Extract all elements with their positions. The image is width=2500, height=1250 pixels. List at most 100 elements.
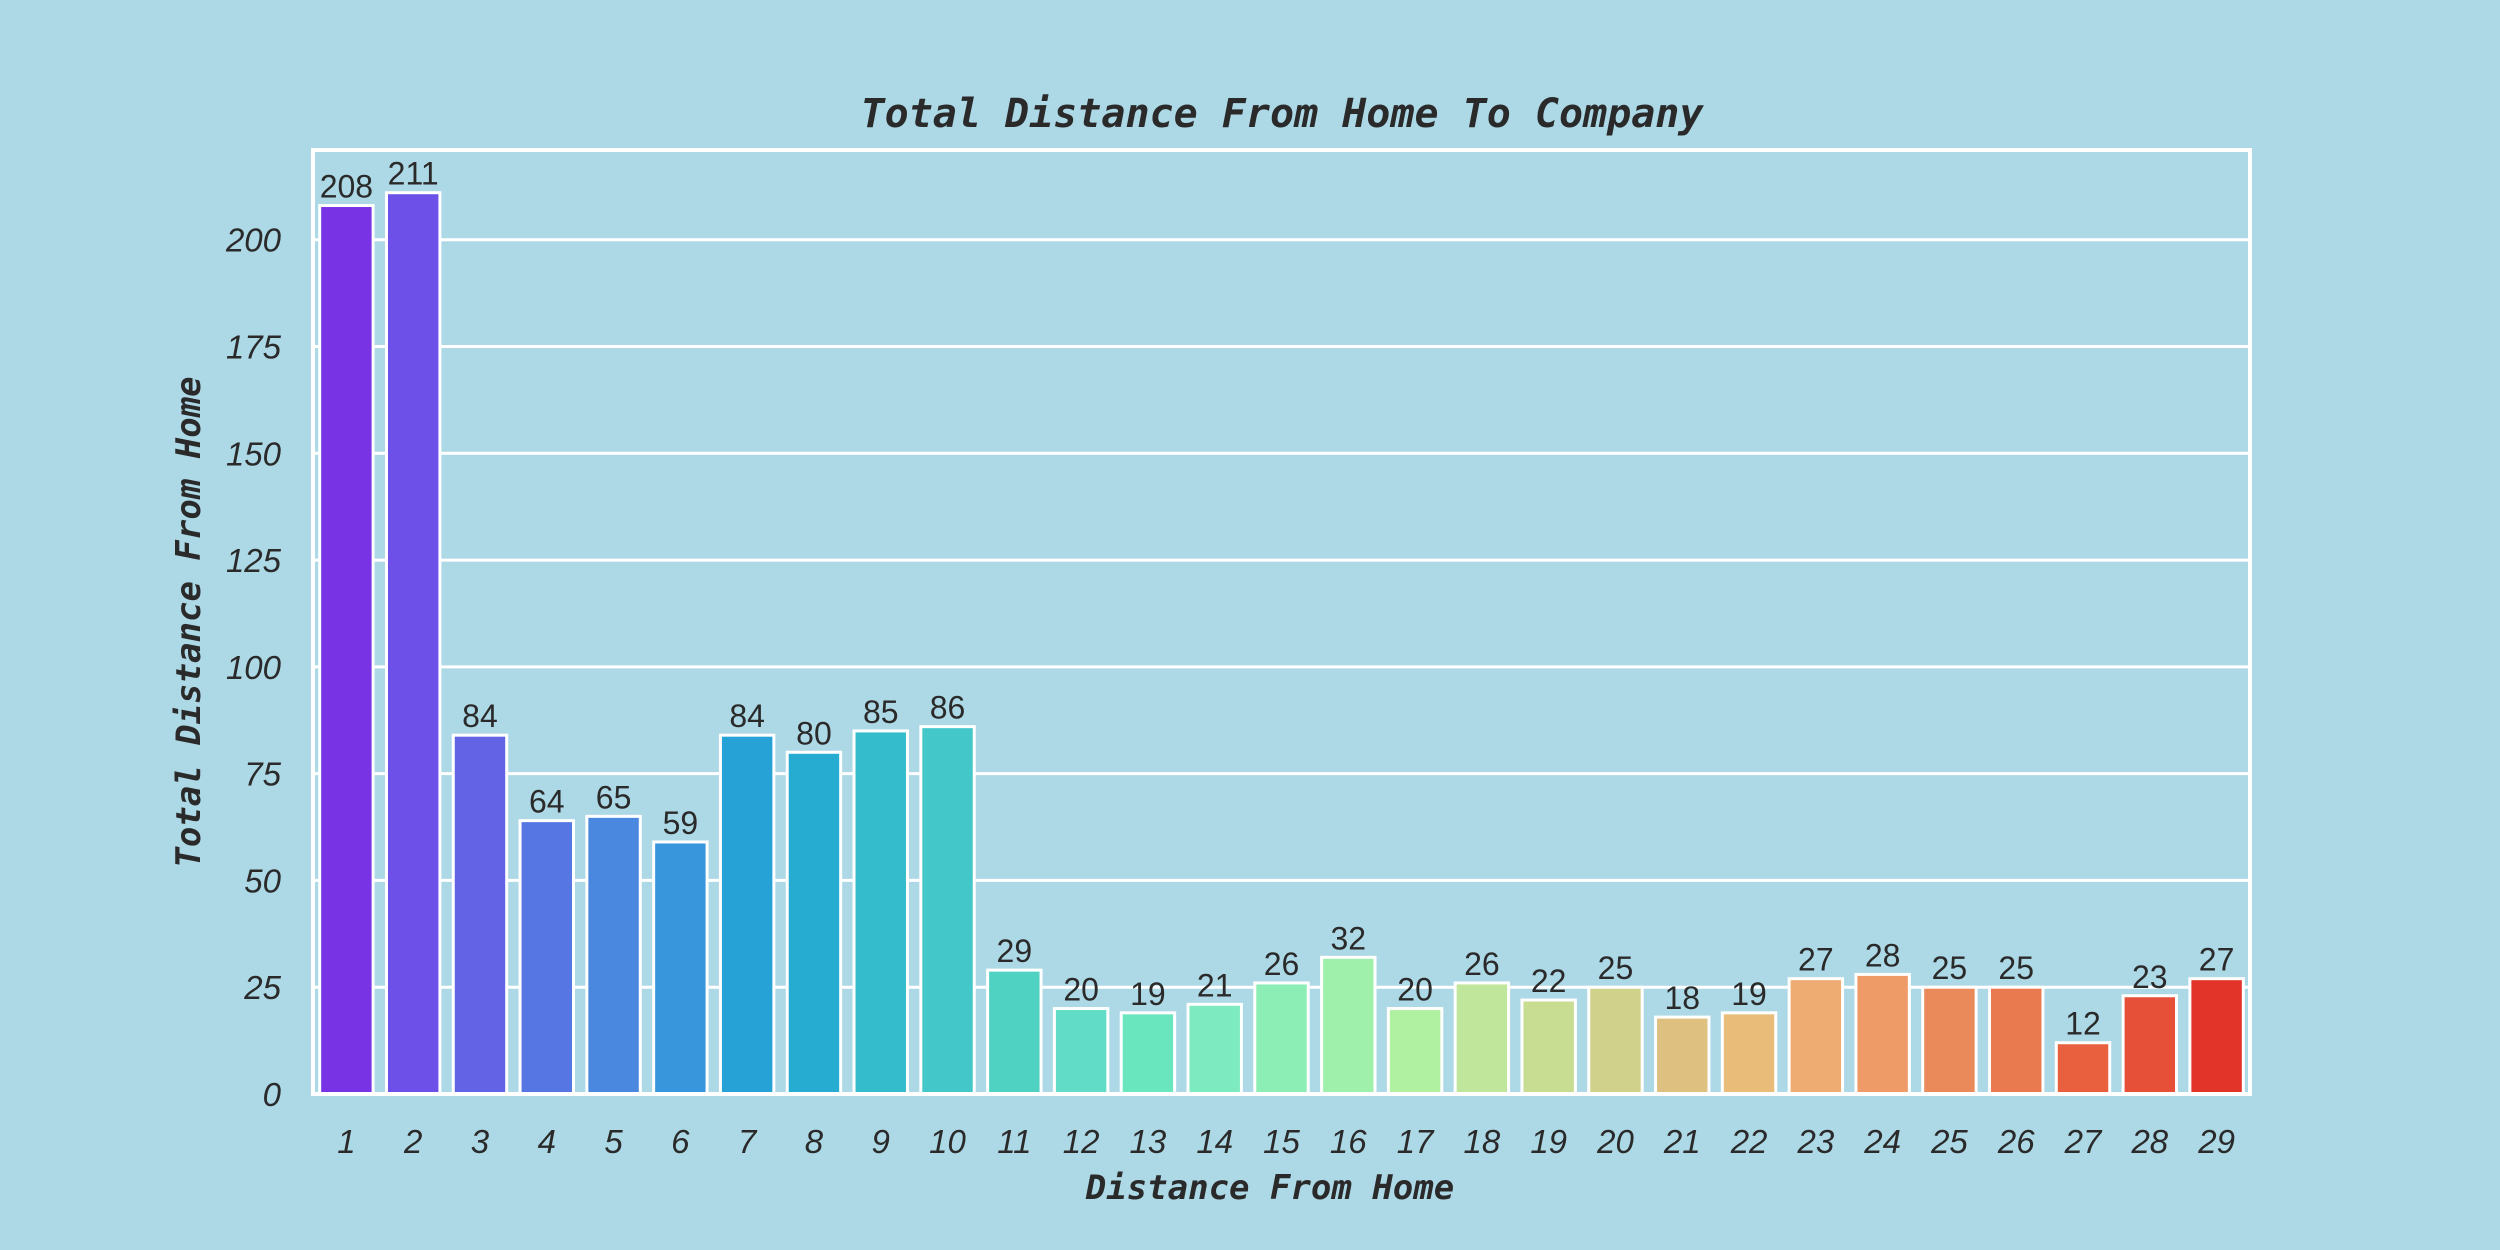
data-label: 20 <box>1397 972 1433 1008</box>
y-tick-label: 25 <box>243 969 281 1006</box>
x-tick-label: 3 <box>471 1123 490 1160</box>
data-label: 84 <box>462 698 498 734</box>
x-tick-label: 11 <box>997 1123 1031 1160</box>
bar <box>1520 998 1577 1096</box>
x-tick-label: 15 <box>1263 1123 1300 1160</box>
bar <box>785 750 843 1096</box>
data-label: 85 <box>863 694 899 730</box>
y-axis-label: Total Distance From Home <box>169 376 209 867</box>
bar <box>451 733 509 1096</box>
data-label: 25 <box>1998 950 2034 986</box>
data-label: 26 <box>1264 946 1300 982</box>
data-label: 19 <box>1731 976 1767 1012</box>
x-tick-label: 1 <box>337 1123 355 1160</box>
y-tick-label: 75 <box>244 756 281 793</box>
data-label: 21 <box>1197 967 1233 1003</box>
bar <box>384 191 442 1096</box>
data-label: 32 <box>1330 920 1366 956</box>
y-tick-label: 100 <box>226 649 282 686</box>
bar <box>318 204 375 1096</box>
bar <box>1119 1011 1177 1096</box>
data-label: 64 <box>529 784 565 820</box>
x-tick-label: 21 <box>1663 1123 1701 1160</box>
data-label: 27 <box>1798 942 1834 978</box>
x-tick-label: 25 <box>1930 1123 1968 1160</box>
y-tick-label: 0 <box>263 1076 282 1113</box>
x-tick-label: 27 <box>2064 1123 2103 1160</box>
y-tick-label: 50 <box>244 862 281 899</box>
bar <box>2121 994 2179 1096</box>
bar <box>1654 1015 1711 1096</box>
data-label: 29 <box>997 933 1033 969</box>
y-tick-label: 200 <box>225 222 282 259</box>
data-label: 27 <box>2199 942 2235 978</box>
data-label: 23 <box>2132 959 2168 995</box>
data-label: 26 <box>1464 946 1500 982</box>
data-label: 25 <box>1932 950 1968 986</box>
bar <box>585 814 642 1096</box>
data-label: 84 <box>729 698 765 734</box>
data-label: 211 <box>388 156 439 192</box>
bars <box>318 191 2245 1096</box>
data-label: 86 <box>930 690 966 726</box>
x-tick-label: 9 <box>872 1123 890 1160</box>
bar <box>1787 977 1845 1096</box>
x-tick-label: 2 <box>403 1123 422 1160</box>
bar <box>986 968 1043 1096</box>
bar <box>1587 985 1644 1096</box>
data-label: 65 <box>596 779 632 815</box>
bar <box>652 840 709 1096</box>
data-label: 12 <box>2065 1006 2101 1042</box>
data-labels: 208 211 84 64 65 59 84 80 85 86 29 20 19 21 26 32 20 26 22… <box>320 156 2235 1042</box>
x-tick-label: 5 <box>604 1123 623 1160</box>
x-tick-label: 14 <box>1196 1123 1233 1160</box>
chart-title: Total Distance From Home To Company <box>861 91 1705 137</box>
x-axis-label: Distance From Home <box>1085 1168 1454 1208</box>
bar <box>1253 981 1310 1096</box>
x-tick-label: 13 <box>1130 1123 1167 1160</box>
plot-border <box>311 148 2252 1096</box>
x-tick-label: 22 <box>1730 1123 1768 1160</box>
bar <box>1320 955 1377 1096</box>
data-label: 19 <box>1130 976 1166 1012</box>
y-tick-label: 150 <box>226 435 282 472</box>
bar <box>852 729 909 1096</box>
x-axis-ticks: 1 2 3 4 5 6 7 8 9 10 11 12 13 14 15 16 17 18 19 20 21 22 23 24 2… <box>337 1123 2235 1160</box>
data-label: 22 <box>1531 963 1567 999</box>
bar <box>718 733 776 1096</box>
data-label: 28 <box>1865 937 1901 973</box>
bar <box>1186 1002 1243 1096</box>
x-tick-label: 28 <box>2130 1123 2168 1160</box>
x-tick-label: 29 <box>2197 1123 2235 1160</box>
bar <box>1386 1007 1444 1096</box>
data-label: 80 <box>796 715 832 751</box>
bar <box>1453 981 1511 1096</box>
x-tick-label: 12 <box>1063 1123 1100 1160</box>
bar <box>518 819 575 1096</box>
bar <box>2054 1041 2112 1096</box>
plot-frame <box>311 148 2252 1096</box>
data-label: 20 <box>1063 972 1099 1008</box>
x-tick-label: 19 <box>1530 1123 1567 1160</box>
bar <box>1854 972 1911 1096</box>
bar <box>1921 985 1978 1096</box>
y-tick-label: 125 <box>226 542 282 579</box>
x-tick-label: 18 <box>1464 1123 1501 1160</box>
x-tick-label: 10 <box>929 1123 966 1160</box>
x-tick-label: 7 <box>738 1123 758 1160</box>
bar <box>1720 1011 1778 1096</box>
data-label: 59 <box>663 805 699 841</box>
x-tick-label: 16 <box>1330 1123 1367 1160</box>
x-tick-label: 8 <box>805 1123 824 1160</box>
x-tick-label: 20 <box>1596 1123 1634 1160</box>
data-label: 18 <box>1664 980 1700 1016</box>
x-tick-label: 24 <box>1863 1123 1901 1160</box>
x-tick-label: 4 <box>538 1123 556 1160</box>
bar <box>2188 977 2245 1096</box>
x-tick-label: 26 <box>1997 1123 2035 1160</box>
x-tick-label: 23 <box>1796 1123 1834 1160</box>
data-label: 208 <box>320 169 373 205</box>
x-tick-label: 6 <box>671 1123 690 1160</box>
